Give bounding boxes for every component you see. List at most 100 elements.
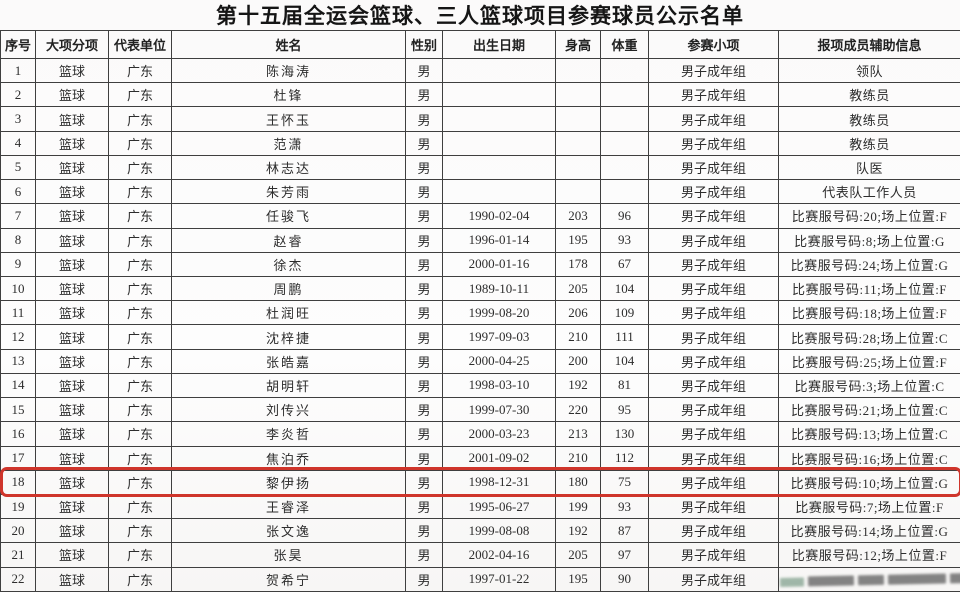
cell-group: 男子成年组 xyxy=(648,203,779,229)
cell-gender: 男 xyxy=(405,203,443,229)
cell-aux: 比赛服号码:18;场上位置:F xyxy=(778,300,960,326)
table-row: 6 篮球 广东 朱芳雨男 男子成年组 代表队工作人员 xyxy=(0,179,960,205)
cell-height xyxy=(555,57,601,84)
cell-aux: 比赛服号码:13;场上位置:C xyxy=(778,421,960,447)
cell-name: 胡明轩 xyxy=(171,372,406,399)
table-row: 8 篮球 广东 赵睿男 1996-01-14 195 93 男子成年组 比赛服号码:8;场上位置… xyxy=(0,227,960,253)
cell-weight xyxy=(600,82,649,108)
cell-aux: 教练员 xyxy=(778,106,960,132)
column-header-group: 参赛小项 xyxy=(648,30,779,59)
cell-no: 17 xyxy=(0,445,36,471)
cell-unit: 广东 xyxy=(108,518,172,544)
table-row: 15 篮球 广东 刘传兴男 1999-07-30 220 95 男子成年组 比赛服号码:21;场… xyxy=(0,397,960,423)
cell-birth: 1998-03-10 xyxy=(442,372,556,399)
cell-weight: 67 xyxy=(600,251,649,277)
cell-unit: 广东 xyxy=(108,227,172,253)
cell-no: 1 xyxy=(0,57,36,84)
cell-unit: 广东 xyxy=(108,566,172,592)
blurred-watermark xyxy=(779,573,960,587)
cell-aux: 比赛服号码:12;场上位置:F xyxy=(778,542,960,568)
table-row: 10 篮球 广东 周鹏男 1989-10-11 205 104 男子成年组 比赛服号码:11;场… xyxy=(0,275,960,302)
cell-no: 19 xyxy=(0,493,36,520)
cell-height: 210 xyxy=(555,445,601,471)
cell-height: 195 xyxy=(555,566,601,592)
column-header-aux: 报项成员辅助信息 xyxy=(778,30,960,59)
cell-aux: 比赛服号码:24;场上位置:G xyxy=(778,251,960,277)
cell-name: 周鹏 xyxy=(171,275,406,302)
cell-birth: 1997-09-03 xyxy=(442,324,556,350)
cell-birth: 1999-08-08 xyxy=(442,518,556,544)
table-row: 5 篮球 广东 林志达男 男子成年组 队医 xyxy=(0,154,960,181)
cell-no: 16 xyxy=(0,421,36,447)
cell-sport: 篮球 xyxy=(35,154,109,181)
table-row: 21 篮球 广东 张昊男 2002-04-16 205 97 男子成年组 比赛服号码:12;场上… xyxy=(0,542,960,568)
cell-group: 男子成年组 xyxy=(648,106,779,132)
column-header-gender: 性别 xyxy=(405,30,443,59)
cell-birth: 2002-04-16 xyxy=(442,542,556,568)
cell-aux: 代表队工作人员 xyxy=(778,179,960,205)
cell-weight: 93 xyxy=(600,493,649,520)
cell-sport: 篮球 xyxy=(35,106,109,132)
cell-sport: 篮球 xyxy=(35,493,109,520)
cell-no: 13 xyxy=(0,348,36,374)
cell-weight: 97 xyxy=(600,542,649,568)
cell-sport: 篮球 xyxy=(35,421,109,447)
cell-group: 男子成年组 xyxy=(648,542,779,568)
cell-no: 2 xyxy=(0,82,36,108)
cell-name: 赵睿 xyxy=(171,227,406,253)
cell-birth: 1990-02-04 xyxy=(442,203,556,229)
cell-name: 李炎哲 xyxy=(171,421,406,447)
cell-group: 男子成年组 xyxy=(648,251,779,277)
cell-height xyxy=(555,154,601,181)
cell-birth xyxy=(442,130,556,156)
table-row: 20 篮球 广东 张文逸男 1999-08-08 192 87 男子成年组 比赛服号码:14;场… xyxy=(0,518,960,544)
cell-name: 张皓嘉 xyxy=(171,348,406,374)
cell-sport: 篮球 xyxy=(35,130,109,156)
cell-group: 男子成年组 xyxy=(648,130,779,156)
cell-weight: 109 xyxy=(600,300,649,326)
cell-aux: 比赛服号码:11;场上位置:F xyxy=(778,275,960,302)
table-row: 3 篮球 广东 王怀玉男 男子成年组 教练员 xyxy=(0,106,960,132)
cell-no: 11 xyxy=(0,300,36,326)
cell-aux: 比赛服号码:10;场上位置:G xyxy=(778,469,960,495)
cell-unit: 广东 xyxy=(108,324,172,350)
cell-unit: 广东 xyxy=(108,275,172,302)
cell-group: 男子成年组 xyxy=(648,518,779,544)
cell-group: 男子成年组 xyxy=(648,372,779,399)
cell-name: 范潇 xyxy=(171,130,406,156)
cell-unit: 广东 xyxy=(108,130,172,156)
page-title: 第十五届全运会篮球、三人篮球项目参赛球员公示名单 xyxy=(216,4,744,28)
cell-birth: 1998-12-31 xyxy=(442,469,556,495)
table-row: 4 篮球 广东 范潇男 男子成年组 教练员 xyxy=(0,130,960,156)
table-row: 13 篮球 广东 张皓嘉男 2000-04-25 200 104 男子成年组 比赛服号码:25;… xyxy=(0,348,960,374)
cell-gender: 男 xyxy=(405,469,443,495)
cell-gender: 男 xyxy=(405,324,443,350)
header-row: 序号 大项分项 代表单位 姓名 性别 出生日期 身高 体重 参赛小项 报项成员辅… xyxy=(0,30,960,59)
cell-height: 220 xyxy=(555,397,601,423)
roster-table: 序号 大项分项 代表单位 姓名 性别 出生日期 身高 体重 参赛小项 报项成员辅… xyxy=(0,30,960,592)
cell-birth: 2000-03-23 xyxy=(442,421,556,447)
table-row: 11 篮球 广东 杜润旺男 1999-08-20 206 109 男子成年组 比赛服号码:18;… xyxy=(0,300,960,326)
cell-birth: 1995-06-27 xyxy=(442,493,556,520)
cell-sport: 篮球 xyxy=(35,348,109,374)
table-row: 12 篮球 广东 沈梓捷男 1997-09-03 210 111 男子成年组 比赛服号码:28;… xyxy=(0,324,960,350)
cell-gender: 男 xyxy=(405,372,443,399)
cell-height xyxy=(555,179,601,205)
cell-weight xyxy=(600,154,649,181)
cell-group: 男子成年组 xyxy=(648,324,779,350)
cell-name: 杜锋 xyxy=(171,82,406,108)
cell-gender: 男 xyxy=(405,179,443,205)
cell-height xyxy=(555,106,601,132)
cell-unit: 广东 xyxy=(108,154,172,181)
column-header-unit: 代表单位 xyxy=(108,30,172,59)
cell-unit: 广东 xyxy=(108,251,172,277)
cell-unit: 广东 xyxy=(108,82,172,108)
cell-unit: 广东 xyxy=(108,57,172,84)
cell-weight: 93 xyxy=(600,227,649,253)
table-row: 7 篮球 广东 任骏飞男 1990-02-04 203 96 男子成年组 比赛服号码:20;场上… xyxy=(0,203,960,229)
cell-group: 男子成年组 xyxy=(648,154,779,181)
column-header-no: 序号 xyxy=(0,30,36,59)
cell-no: 3 xyxy=(0,106,36,132)
cell-aux: 比赛服号码:21;场上位置:C xyxy=(778,397,960,423)
